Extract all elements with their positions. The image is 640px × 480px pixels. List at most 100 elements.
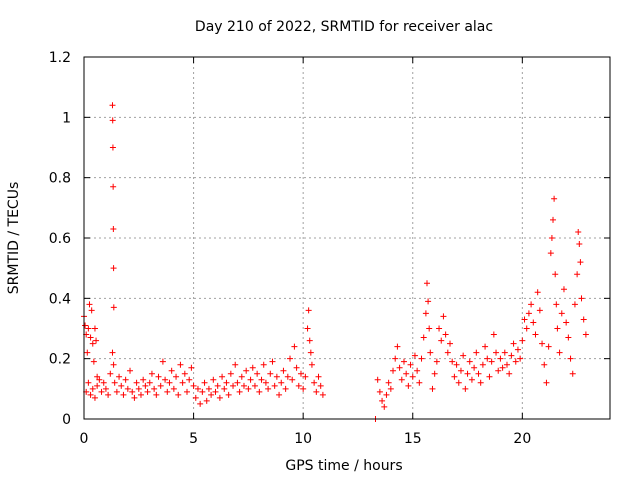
data-point bbox=[151, 385, 158, 392]
data-point bbox=[409, 373, 416, 380]
data-point bbox=[177, 361, 184, 368]
data-point bbox=[284, 373, 291, 380]
data-point bbox=[110, 361, 117, 368]
data-point bbox=[426, 325, 433, 332]
data-point bbox=[385, 379, 392, 386]
chart-title: Day 210 of 2022, SRMTID for receiver ala… bbox=[195, 19, 493, 35]
data-point bbox=[124, 385, 131, 392]
data-point bbox=[306, 337, 313, 344]
data-point bbox=[536, 307, 543, 314]
data-point bbox=[258, 376, 265, 383]
data-point bbox=[129, 388, 136, 395]
data-point bbox=[488, 358, 495, 365]
y-axis-label: SRMTID / TECUs bbox=[6, 182, 22, 295]
data-point bbox=[91, 394, 98, 401]
data-point bbox=[110, 304, 117, 311]
data-point bbox=[105, 391, 112, 398]
data-point bbox=[223, 379, 230, 386]
data-point bbox=[155, 373, 162, 380]
data-point bbox=[442, 331, 449, 338]
data-point bbox=[146, 379, 153, 386]
data-point bbox=[379, 397, 386, 404]
data-point bbox=[574, 271, 581, 278]
data-point bbox=[225, 391, 232, 398]
data-point bbox=[265, 385, 272, 392]
data-point bbox=[102, 385, 109, 392]
x-tick-label: 20 bbox=[513, 431, 531, 447]
data-point bbox=[482, 343, 489, 350]
data-point bbox=[100, 379, 107, 386]
data-point bbox=[381, 403, 388, 410]
data-point bbox=[269, 358, 276, 365]
data-point bbox=[221, 385, 228, 392]
data-point bbox=[230, 382, 237, 389]
data-point bbox=[137, 391, 144, 398]
data-point bbox=[550, 216, 557, 223]
data-point bbox=[503, 361, 510, 368]
data-point bbox=[234, 379, 241, 386]
data-point bbox=[153, 391, 160, 398]
data-point bbox=[433, 358, 440, 365]
data-point bbox=[109, 117, 116, 124]
data-point bbox=[86, 301, 93, 308]
data-point bbox=[194, 385, 201, 392]
x-tick-label: 0 bbox=[80, 431, 89, 447]
data-point bbox=[534, 289, 541, 296]
data-point bbox=[203, 397, 210, 404]
data-point bbox=[376, 388, 383, 395]
data-point bbox=[392, 355, 399, 362]
data-point bbox=[251, 382, 258, 389]
data-point bbox=[475, 370, 482, 377]
data-point bbox=[166, 379, 173, 386]
data-point bbox=[453, 361, 460, 368]
data-point bbox=[582, 331, 589, 338]
data-point bbox=[468, 376, 475, 383]
data-point bbox=[541, 361, 548, 368]
data-point bbox=[523, 325, 530, 332]
x-axis: 0 5 10 15 20 bbox=[80, 57, 531, 447]
data-point bbox=[170, 385, 177, 392]
data-point bbox=[486, 373, 493, 380]
data-point bbox=[317, 382, 324, 389]
data-point bbox=[293, 364, 300, 371]
data-point bbox=[490, 331, 497, 338]
data-point bbox=[418, 355, 425, 362]
data-point bbox=[374, 376, 381, 383]
data-point bbox=[427, 349, 434, 356]
data-point bbox=[273, 373, 280, 380]
data-point bbox=[98, 388, 105, 395]
data-point bbox=[109, 102, 116, 109]
data-point bbox=[473, 349, 480, 356]
data-point bbox=[291, 343, 298, 350]
data-point bbox=[575, 228, 582, 235]
data-point bbox=[88, 307, 95, 314]
data-point bbox=[547, 250, 554, 257]
data-point bbox=[142, 382, 149, 389]
data-point bbox=[396, 364, 403, 371]
data-point bbox=[390, 367, 397, 374]
data-point bbox=[307, 349, 314, 356]
data-point bbox=[440, 313, 447, 320]
data-point bbox=[497, 355, 504, 362]
data-point bbox=[205, 385, 212, 392]
y-tick-label: 1 bbox=[62, 110, 71, 126]
data-point bbox=[313, 388, 320, 395]
data-point bbox=[460, 352, 467, 359]
data-point bbox=[514, 346, 521, 353]
data-point bbox=[212, 388, 219, 395]
data-point bbox=[109, 144, 116, 151]
data-point bbox=[407, 361, 414, 368]
data-point bbox=[184, 388, 191, 395]
data-point bbox=[394, 343, 401, 350]
data-point bbox=[551, 195, 558, 202]
data-point bbox=[553, 301, 560, 308]
data-point bbox=[297, 370, 304, 377]
data-point bbox=[493, 349, 500, 356]
data-point bbox=[295, 382, 302, 389]
y-tick-label: 0.6 bbox=[49, 231, 71, 247]
data-point bbox=[462, 385, 469, 392]
data-point bbox=[179, 379, 186, 386]
data-point bbox=[249, 364, 256, 371]
data-point bbox=[93, 337, 100, 344]
data-point bbox=[186, 376, 193, 383]
